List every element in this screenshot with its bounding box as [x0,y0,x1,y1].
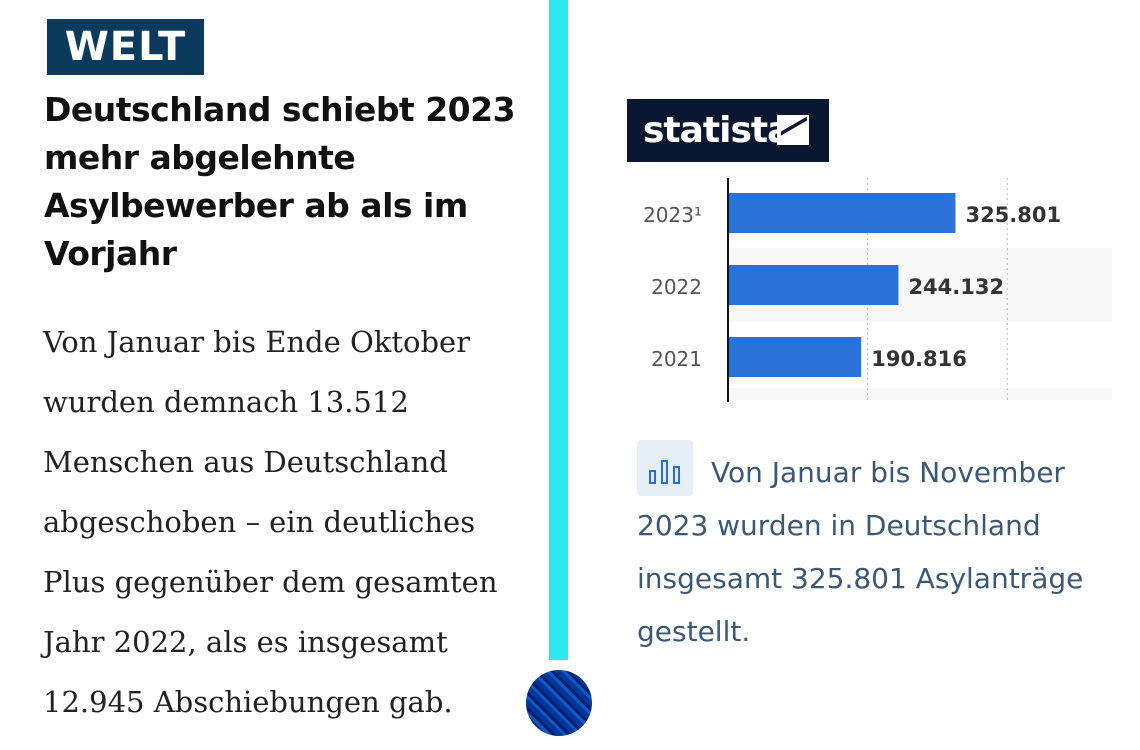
badge-icon [526,670,592,736]
category-label: 2023¹ [643,203,702,227]
article-body: Von Januar bis Ende Oktober wurden demna… [43,325,498,719]
data-label: 325.801 [965,203,1061,227]
divider [549,0,568,660]
bar [728,265,899,305]
caption: Von Januar bis November 2023 wurden in D… [637,440,1117,658]
welt-logo: WELT [47,19,204,75]
data-label: 244.132 [908,275,1004,299]
headline: Deutschland schiebt 2023 mehr abgelehnte… [44,90,516,273]
bar [728,337,862,377]
bar-chart: 325.801 2023¹ 244.132 2022 190.816 2021 [643,178,1112,402]
category-label: 2021 [651,347,702,371]
data-label: 190.816 [871,347,967,371]
statista-logo: statista [627,99,829,162]
row-band [728,388,1112,400]
category-label: 2022 [651,275,702,299]
statista-mark-icon [777,115,809,145]
bar-chart-icon [637,440,693,496]
bar [728,193,956,233]
